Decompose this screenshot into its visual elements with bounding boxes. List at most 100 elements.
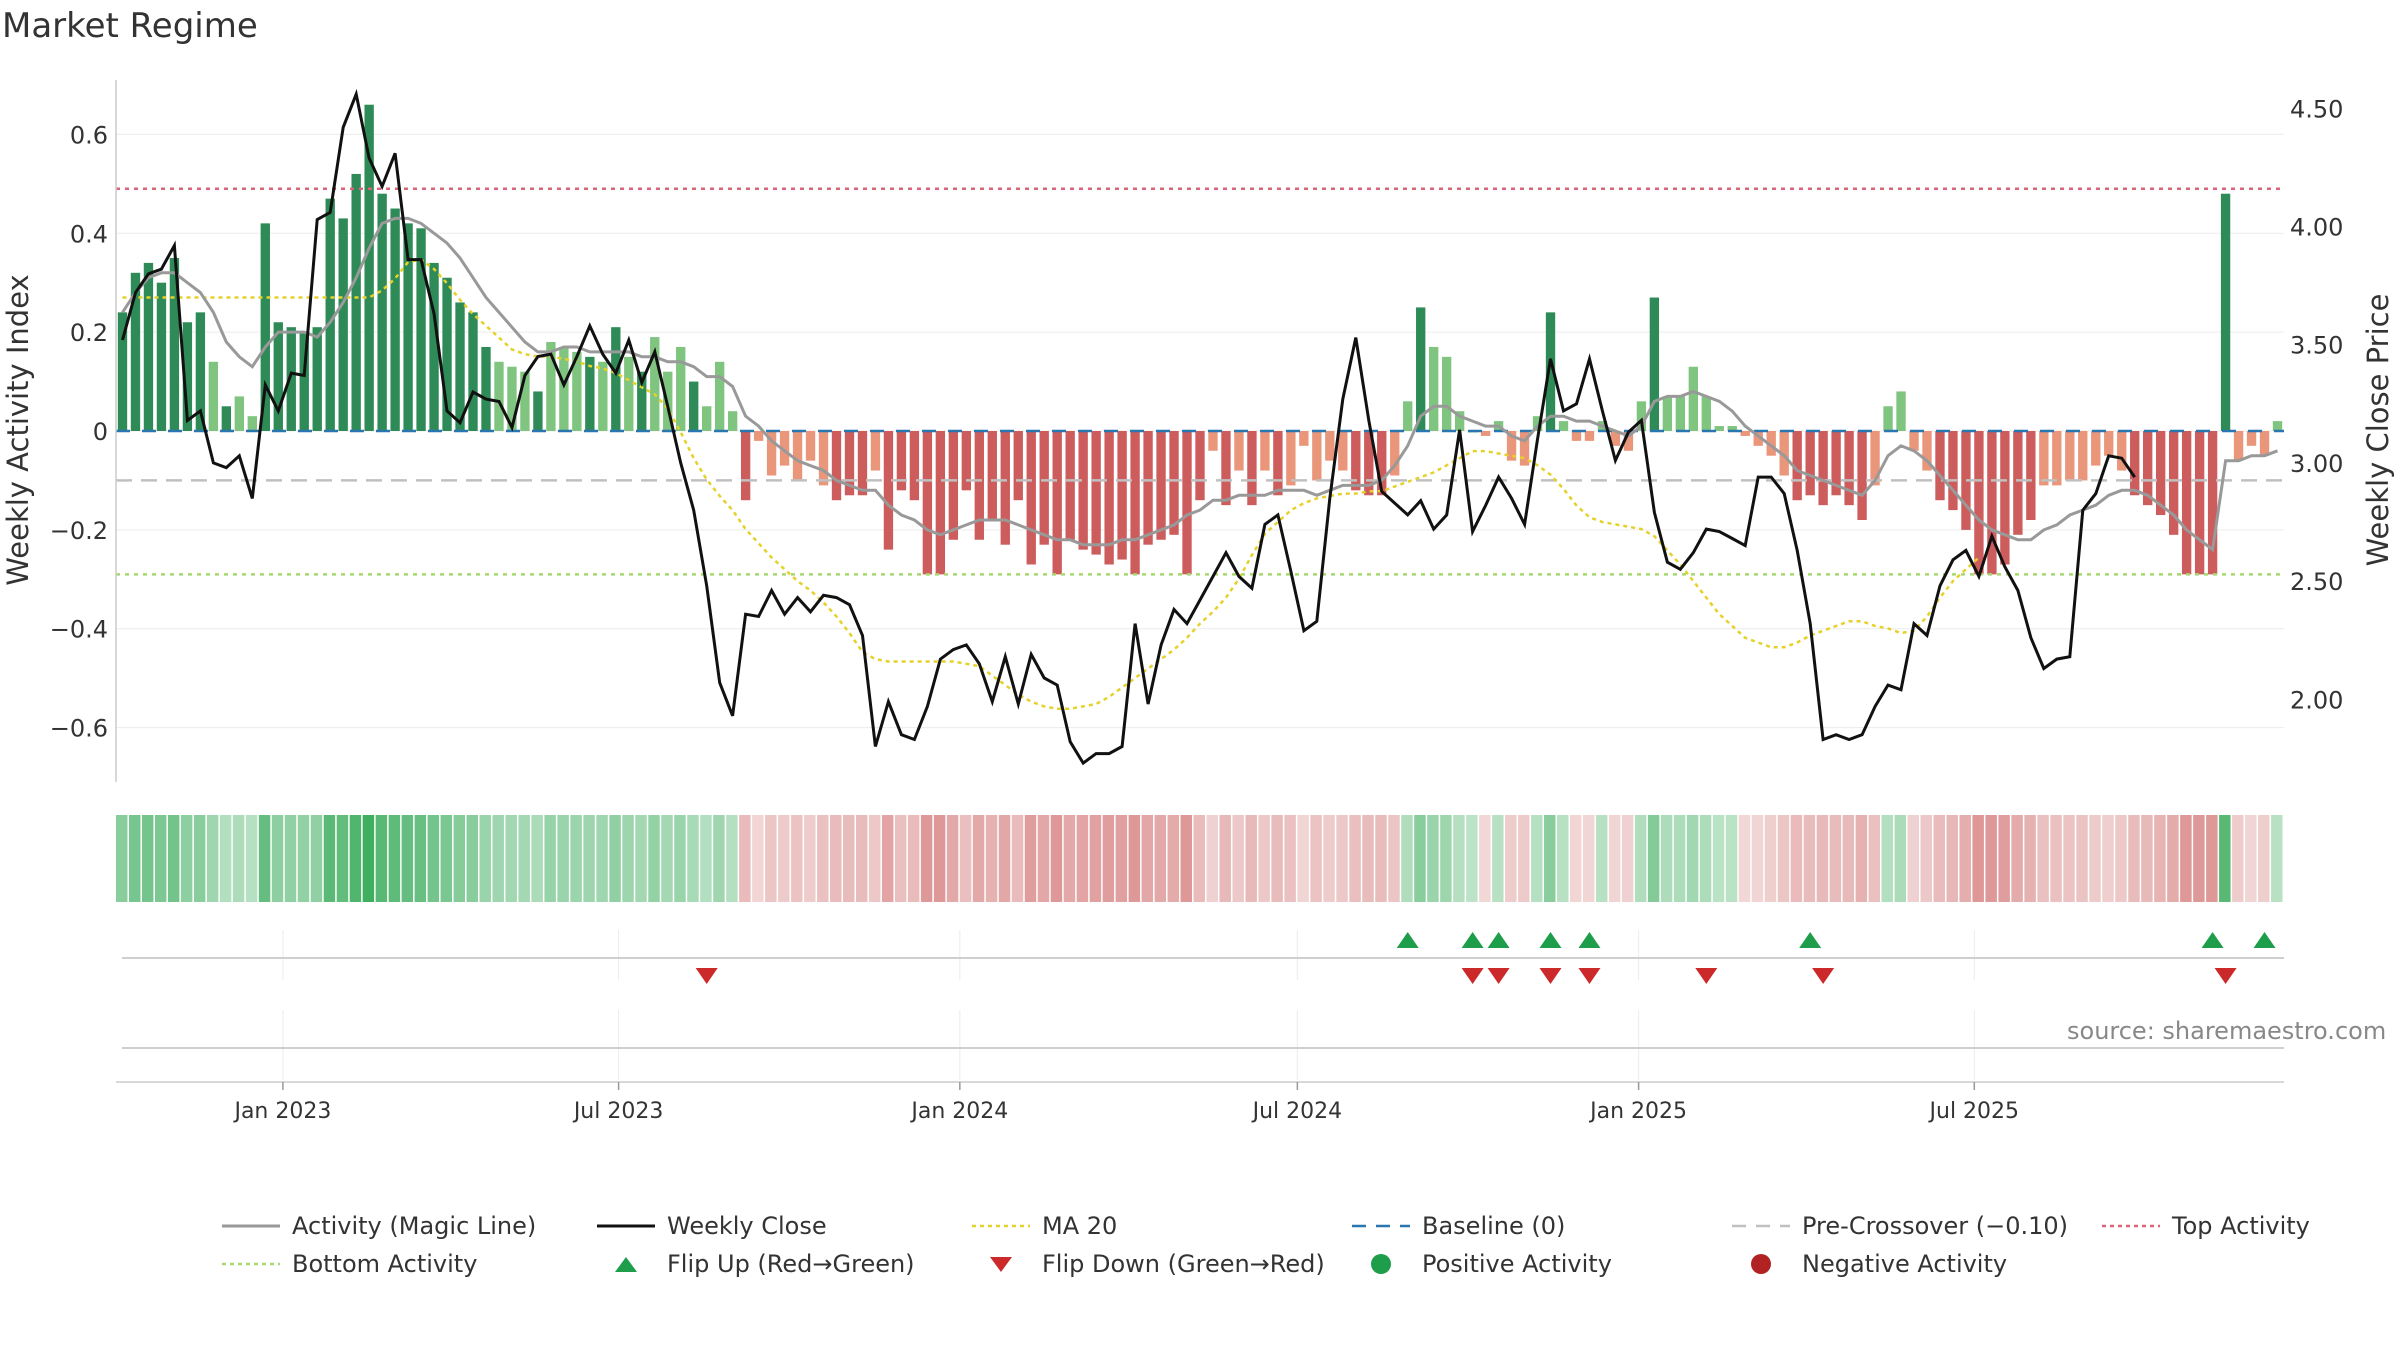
activity-bar xyxy=(1805,431,1815,496)
regime-strip-cell xyxy=(1310,815,1322,902)
flip-up-marker xyxy=(2253,932,2276,948)
regime-strip-cell xyxy=(219,815,232,902)
regime-strip-cell xyxy=(388,815,401,902)
activity-bar xyxy=(1961,431,1971,530)
regime-strip-cell xyxy=(1362,815,1374,902)
legend-swatch xyxy=(1371,1254,1391,1274)
flip-up-marker xyxy=(2201,932,2224,948)
flip-up-marker xyxy=(1799,932,1822,948)
regime-strip-cell xyxy=(1569,815,1582,902)
regime-strip-cell xyxy=(1933,815,1945,902)
activity-bar xyxy=(844,431,855,496)
regime-strip-cell xyxy=(817,815,829,902)
activity-bar xyxy=(2117,431,2127,471)
activity-bar xyxy=(2259,431,2270,456)
legend-label: Pre-Crossover (−0.10) xyxy=(1802,1212,2069,1240)
regime-strip-cell xyxy=(1725,815,1738,902)
magic-line xyxy=(121,216,2279,553)
legend-label: Activity (Magic Line) xyxy=(292,1212,537,1240)
flip-down-marker xyxy=(1812,968,1835,984)
legend-swatch xyxy=(1352,1224,1410,1228)
regime-strip-cell xyxy=(1738,815,1751,902)
activity-bar xyxy=(1818,431,1828,506)
regime-strip-cell xyxy=(687,815,699,902)
activity-bar xyxy=(273,322,283,431)
activity-bar xyxy=(948,431,959,540)
activity-bar xyxy=(533,391,543,431)
regime-strip xyxy=(116,815,2283,902)
legend-item: MA 20 xyxy=(970,1210,1117,1242)
y-right-tick-label: 3.50 xyxy=(2290,332,2343,360)
x-tick-label: Jan 2024 xyxy=(909,1099,1008,1124)
regime-strip-cell xyxy=(946,815,959,902)
regime-strip-cell xyxy=(1024,815,1037,902)
regime-strip-cell xyxy=(570,815,582,902)
y-right-tick-label: 2.00 xyxy=(2290,686,2343,714)
activity-bar xyxy=(1156,431,1166,540)
regime-strip-cell xyxy=(674,815,686,902)
regime-strip-cell xyxy=(1349,815,1361,902)
y-right-tick-label: 4.00 xyxy=(2290,214,2343,242)
x-tick-label: Jul 2025 xyxy=(1928,1099,2020,1124)
activity-bar xyxy=(2104,431,2114,456)
activity-bar xyxy=(286,327,296,431)
chart-title: Market Regime xyxy=(2,6,258,46)
flip-down-marker xyxy=(1539,968,1562,984)
regime-strip-cell xyxy=(1959,815,1971,902)
activity-bar xyxy=(2026,431,2036,520)
regime-strip-cell xyxy=(1492,815,1504,902)
activity-bar xyxy=(1429,346,1439,431)
activity-bar xyxy=(598,361,608,431)
legend-label: MA 20 xyxy=(1042,1212,1118,1240)
regime-strip-cell xyxy=(284,815,297,902)
regime-strip-cell xyxy=(1699,815,1712,902)
legend-swatch xyxy=(2102,1224,2160,1228)
activity-bar xyxy=(1182,431,1192,575)
regime-strip-cell xyxy=(1946,815,1958,902)
activity-bar xyxy=(1623,431,1634,451)
y-right-tick-label: 3.00 xyxy=(2290,450,2343,478)
x-tick-label: Jul 2023 xyxy=(572,1099,664,1124)
regime-strip-cell xyxy=(804,815,816,902)
regime-strip-cell xyxy=(492,815,504,902)
activity-bar xyxy=(2207,431,2218,575)
regime-strip-cell xyxy=(894,815,907,902)
legend-label: Bottom Activity xyxy=(292,1250,478,1278)
activity-bar xyxy=(260,223,270,431)
regime-strip-cell xyxy=(1297,815,1309,902)
regime-strip-cell xyxy=(479,815,491,902)
activity-bar xyxy=(2130,431,2140,496)
activity-bar xyxy=(1948,431,1958,511)
legend-item: Activity (Magic Line) xyxy=(220,1210,536,1242)
regime-strip-cell xyxy=(323,815,336,902)
activity-bar xyxy=(195,312,206,431)
legend-swatch xyxy=(990,1257,1012,1272)
regime-strip-cell xyxy=(635,815,647,902)
activity-bar xyxy=(1935,431,1945,501)
activity-bar xyxy=(403,223,413,431)
legend-item: Pre-Crossover (−0.10) xyxy=(1730,1210,2068,1242)
activity-bar xyxy=(390,208,400,431)
legend-item: Baseline (0) xyxy=(1350,1210,1565,1242)
activity-bar xyxy=(1441,356,1452,431)
regime-strip-cell xyxy=(1777,815,1790,902)
regime-strip-cell xyxy=(1479,815,1491,902)
legend-swatch xyxy=(222,1224,280,1228)
activity-bar xyxy=(1922,431,1932,471)
regime-strip-cell xyxy=(1375,815,1387,902)
y-axis-right-label: Weekly Close Price xyxy=(2361,294,2395,567)
regime-strip-cell xyxy=(920,815,933,902)
activity-bar xyxy=(481,346,491,431)
flip-up-marker xyxy=(1396,932,1419,948)
regime-strip-cell xyxy=(1284,815,1296,902)
regime-strip-cell xyxy=(1453,815,1465,902)
regime-strip-cell xyxy=(2232,815,2244,902)
activity-bar xyxy=(494,361,504,431)
regime-strip-cell xyxy=(414,815,427,902)
legend-item: Flip Up (Red→Green) xyxy=(595,1248,915,1280)
activity-bar xyxy=(1584,431,1595,441)
regime-strip-cell xyxy=(1790,815,1803,902)
regime-strip-cell xyxy=(2193,815,2205,902)
flip-down-marker xyxy=(695,968,718,984)
activity-bar xyxy=(676,346,686,431)
